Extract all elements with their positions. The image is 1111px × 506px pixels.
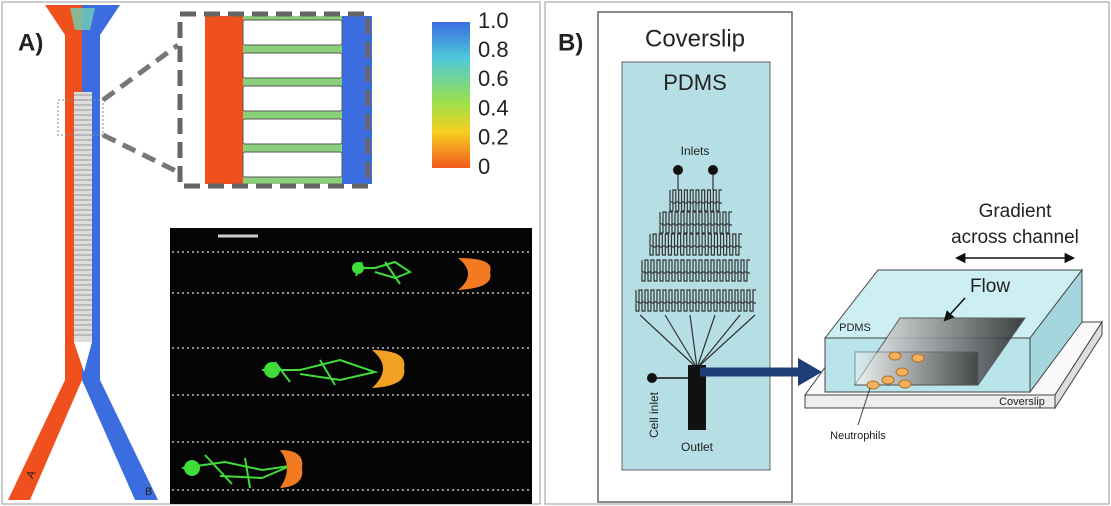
panel-label: B)	[558, 29, 583, 56]
panel-a: A) A B 1.00.80.60.40.20	[2, 2, 540, 504]
coverslip-3d-label: Coverslip	[999, 396, 1045, 408]
figure: A) A B 1.00.80.60.40.20	[0, 0, 1111, 506]
colorbar-tick-label: 0.6	[478, 66, 509, 91]
neutrophils-label: Neutrophils	[830, 430, 886, 442]
gradient-label: Gradient	[979, 201, 1053, 222]
zoom-red	[205, 16, 243, 184]
zoom-rows	[243, 20, 342, 177]
gradient-label: across channel	[951, 227, 1079, 248]
serpentine	[636, 303, 756, 311]
pdms-label: PDMS	[663, 70, 727, 95]
inlet-port	[673, 165, 683, 175]
colorbar-tick-label: 0.2	[478, 125, 509, 150]
zoom-chamber	[243, 152, 342, 177]
panel-b: B) Coverslip PDMS Inlets Cell inlet Outl…	[545, 2, 1109, 504]
colorbar-tick-label: 0	[478, 154, 490, 179]
inlets-label: Inlets	[681, 144, 710, 158]
outlet-label: Outlet	[681, 440, 714, 454]
flow-label: Flow	[970, 276, 1010, 297]
zoom-chamber	[243, 20, 342, 45]
colorbar-tick-label: 0.8	[478, 37, 509, 62]
zoom-chamber	[243, 53, 342, 78]
serpentine	[636, 290, 756, 302]
coverslip-label: Coverslip	[645, 25, 745, 52]
colorbar	[432, 22, 470, 168]
panel-label: A)	[18, 29, 43, 56]
pdms-3d-label: PDMS	[839, 322, 871, 334]
colorbar-tick-label: 1.0	[478, 8, 509, 33]
channel-label: B	[145, 486, 152, 498]
colorbar-tick-label: 0.4	[478, 95, 509, 120]
cell-inlet-label: Cell inlet	[647, 391, 661, 438]
zoom-chamber	[243, 119, 342, 144]
zoom-chamber	[243, 86, 342, 111]
inlet-port	[708, 165, 718, 175]
